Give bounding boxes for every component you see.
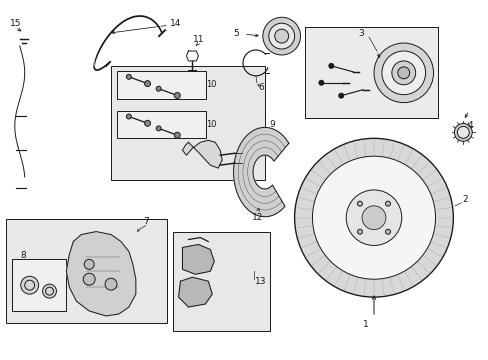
Circle shape [174,132,180,138]
Text: 14: 14 [169,19,181,28]
Circle shape [156,86,161,91]
Circle shape [318,80,323,85]
Circle shape [361,206,385,230]
Circle shape [453,123,471,141]
Circle shape [381,51,425,95]
Circle shape [42,284,56,298]
Circle shape [346,190,401,246]
Text: 4: 4 [467,121,472,130]
Circle shape [456,126,468,138]
Bar [304,27,438,118]
Circle shape [144,120,150,126]
Circle shape [83,273,95,285]
Circle shape [20,276,39,294]
Text: 1: 1 [363,320,368,329]
Bar [117,71,206,99]
Circle shape [274,29,288,43]
Bar [12,260,66,311]
Circle shape [126,74,131,79]
Polygon shape [233,127,288,217]
Circle shape [328,63,333,68]
Circle shape [105,278,117,290]
Circle shape [357,229,362,234]
Circle shape [294,138,452,297]
Circle shape [144,81,150,86]
Text: 15: 15 [10,19,21,28]
Polygon shape [178,277,212,307]
Circle shape [397,67,409,79]
Circle shape [385,201,390,206]
Circle shape [263,17,300,55]
Text: 5: 5 [233,29,239,38]
Text: 6: 6 [258,83,263,92]
Bar [172,231,269,331]
Circle shape [126,114,131,119]
Text: 13: 13 [254,277,266,286]
Circle shape [338,93,343,98]
Text: 9: 9 [268,120,274,129]
Text: 3: 3 [358,29,363,38]
Circle shape [357,201,362,206]
Circle shape [174,93,180,99]
Text: 2: 2 [462,195,467,204]
Circle shape [268,23,294,49]
Text: 11: 11 [192,35,203,44]
Text: 12: 12 [252,213,263,222]
Circle shape [84,260,94,269]
Circle shape [156,126,161,131]
Text: 7: 7 [142,217,148,226]
Bar [111,66,264,180]
Text: 8: 8 [21,251,26,260]
Circle shape [373,43,433,103]
Text: 10: 10 [206,120,216,129]
Polygon shape [66,231,136,316]
Polygon shape [182,140,222,168]
Bar [6,219,166,323]
Bar [117,111,206,138]
Text: 10: 10 [206,80,216,89]
Circle shape [312,156,435,279]
Circle shape [385,229,390,234]
Polygon shape [182,244,214,274]
Circle shape [391,61,415,85]
